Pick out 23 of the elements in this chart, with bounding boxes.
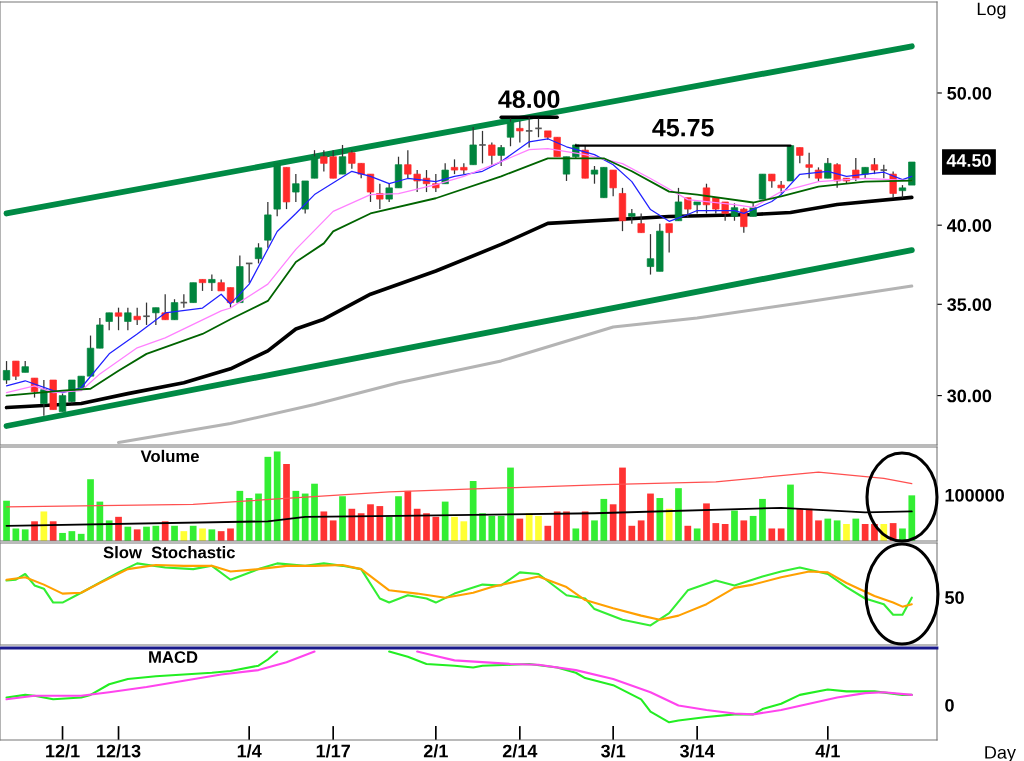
chart-title: MACD [149, 651, 198, 663]
x-tick-label: 4/1 [815, 744, 840, 758]
annotation: 45.75 [652, 119, 714, 137]
text: 0 [945, 698, 954, 712]
annotation: 48.00 [498, 90, 560, 109]
x-tick-label: 3/14 [680, 744, 715, 758]
text: 44.50 [946, 154, 991, 167]
text: 50 [945, 591, 964, 604]
chart-title: Volume [140, 449, 199, 463]
y-tick-label: 40.00 [947, 219, 992, 232]
chart-title: Slow Stochastic [103, 546, 236, 559]
x-tick-label: 12/1 [46, 744, 80, 758]
y-tick-label: 35.00 [947, 298, 992, 312]
x-tick-label: 1/4 [237, 744, 262, 758]
y-axis-title: Log [977, 2, 1006, 19]
x-tick-label: 2/1 [423, 744, 448, 758]
x-tick-label: 1/17 [316, 744, 350, 758]
x-tick-label: 2/14 [502, 744, 538, 758]
x-tick-label: 12/13 [97, 744, 141, 758]
text: 100000 [945, 488, 1005, 502]
y-tick-label: 30.00 [947, 389, 992, 403]
y-tick-label: 50.00 [947, 86, 992, 100]
x-tick-label: 3/1 [601, 744, 626, 758]
